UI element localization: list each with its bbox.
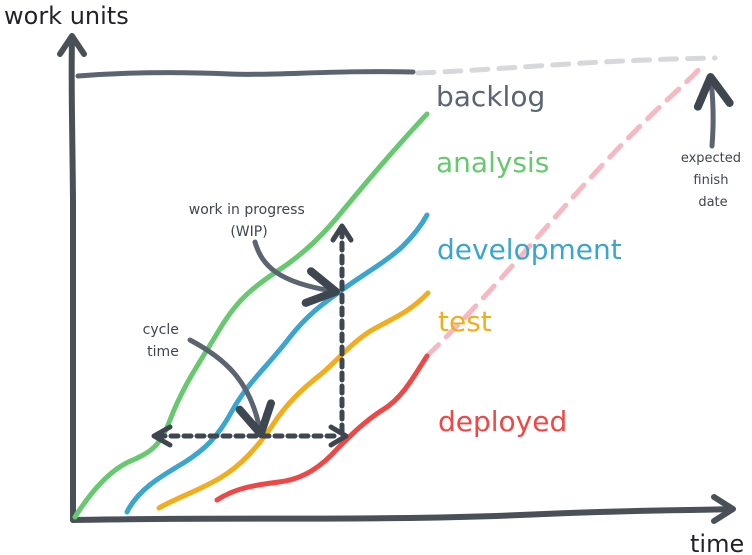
expected-finish-pointer-arrow [693, 73, 734, 149]
cycle-time-left-arrowhead [151, 424, 173, 448]
measurement-arrows [151, 222, 354, 448]
axes [57, 33, 736, 524]
analysis-line [72, 111, 430, 520]
wip-pointer-arrow [252, 239, 340, 307]
cycle-time-annotation: cycle time [143, 322, 184, 360]
backlog-line [75, 69, 416, 79]
expected-finish-annotation: expected finish date [681, 151, 745, 210]
cycle-time-right-arrowhead [328, 424, 349, 448]
stage-lines [72, 69, 431, 520]
analysis-label: analysis [436, 146, 549, 179]
x-axis [70, 506, 734, 523]
deployed-label: deployed [438, 405, 567, 438]
backlog-label: backlog [436, 80, 545, 113]
deployed-line [214, 353, 430, 503]
wip-annotation-line-2: (WIP) [230, 224, 267, 240]
test-line [156, 290, 431, 511]
y-axis [68, 37, 77, 523]
wip-annotation: work in progress (WIP) [189, 202, 309, 240]
cycle-time-annotation-line-1: cycle [143, 322, 179, 338]
wip-arrowhead [330, 223, 354, 243]
deployed-projection-line [424, 60, 708, 359]
y-axis-title: work units [4, 2, 129, 30]
expected-finish-annotation-line-2: finish [693, 173, 728, 188]
expected-finish-annotation-line-3: date [698, 195, 727, 210]
x-axis-arrowhead [711, 494, 736, 524]
y-axis-arrowhead [57, 33, 87, 57]
backlog-projection-line [415, 55, 718, 76]
x-axis-title: time [690, 530, 744, 555]
annotation-arrows [187, 73, 734, 438]
development-line [124, 212, 430, 515]
expected-finish-annotation-line-1: expected [681, 151, 741, 166]
wip-annotation-line-1: work in progress [189, 202, 305, 218]
development-label: development [437, 233, 622, 266]
test-label: test [438, 305, 492, 338]
cycle-time-pointer-arrow [187, 337, 275, 438]
projection-lines [415, 55, 718, 359]
cycle-time-annotation-line-2: time [147, 344, 179, 360]
